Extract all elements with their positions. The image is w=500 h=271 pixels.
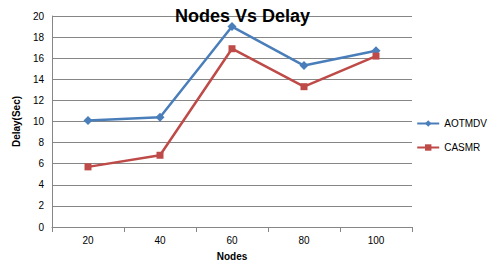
- svg-text:10: 10: [33, 116, 45, 127]
- svg-text:Nodes: Nodes: [217, 251, 248, 262]
- svg-text:14: 14: [33, 74, 45, 85]
- svg-text:12: 12: [33, 95, 45, 106]
- svg-text:100: 100: [368, 235, 385, 246]
- svg-text:80: 80: [298, 235, 310, 246]
- svg-text:Delay(Sec): Delay(Sec): [11, 96, 22, 147]
- svg-text:20: 20: [82, 235, 94, 246]
- svg-text:60: 60: [226, 235, 238, 246]
- svg-text:20: 20: [33, 11, 45, 22]
- svg-text:AOTMDV: AOTMDV: [444, 118, 487, 129]
- svg-text:18: 18: [33, 32, 45, 43]
- svg-text:4: 4: [38, 179, 44, 190]
- svg-text:2: 2: [38, 200, 44, 211]
- svg-text:0: 0: [38, 222, 44, 233]
- svg-text:16: 16: [33, 53, 45, 64]
- svg-text:Nodes Vs Delay: Nodes Vs Delay: [175, 6, 310, 26]
- svg-text:6: 6: [38, 158, 44, 169]
- svg-text:40: 40: [154, 235, 166, 246]
- svg-text:CASMR: CASMR: [444, 142, 480, 153]
- svg-text:8: 8: [38, 137, 44, 148]
